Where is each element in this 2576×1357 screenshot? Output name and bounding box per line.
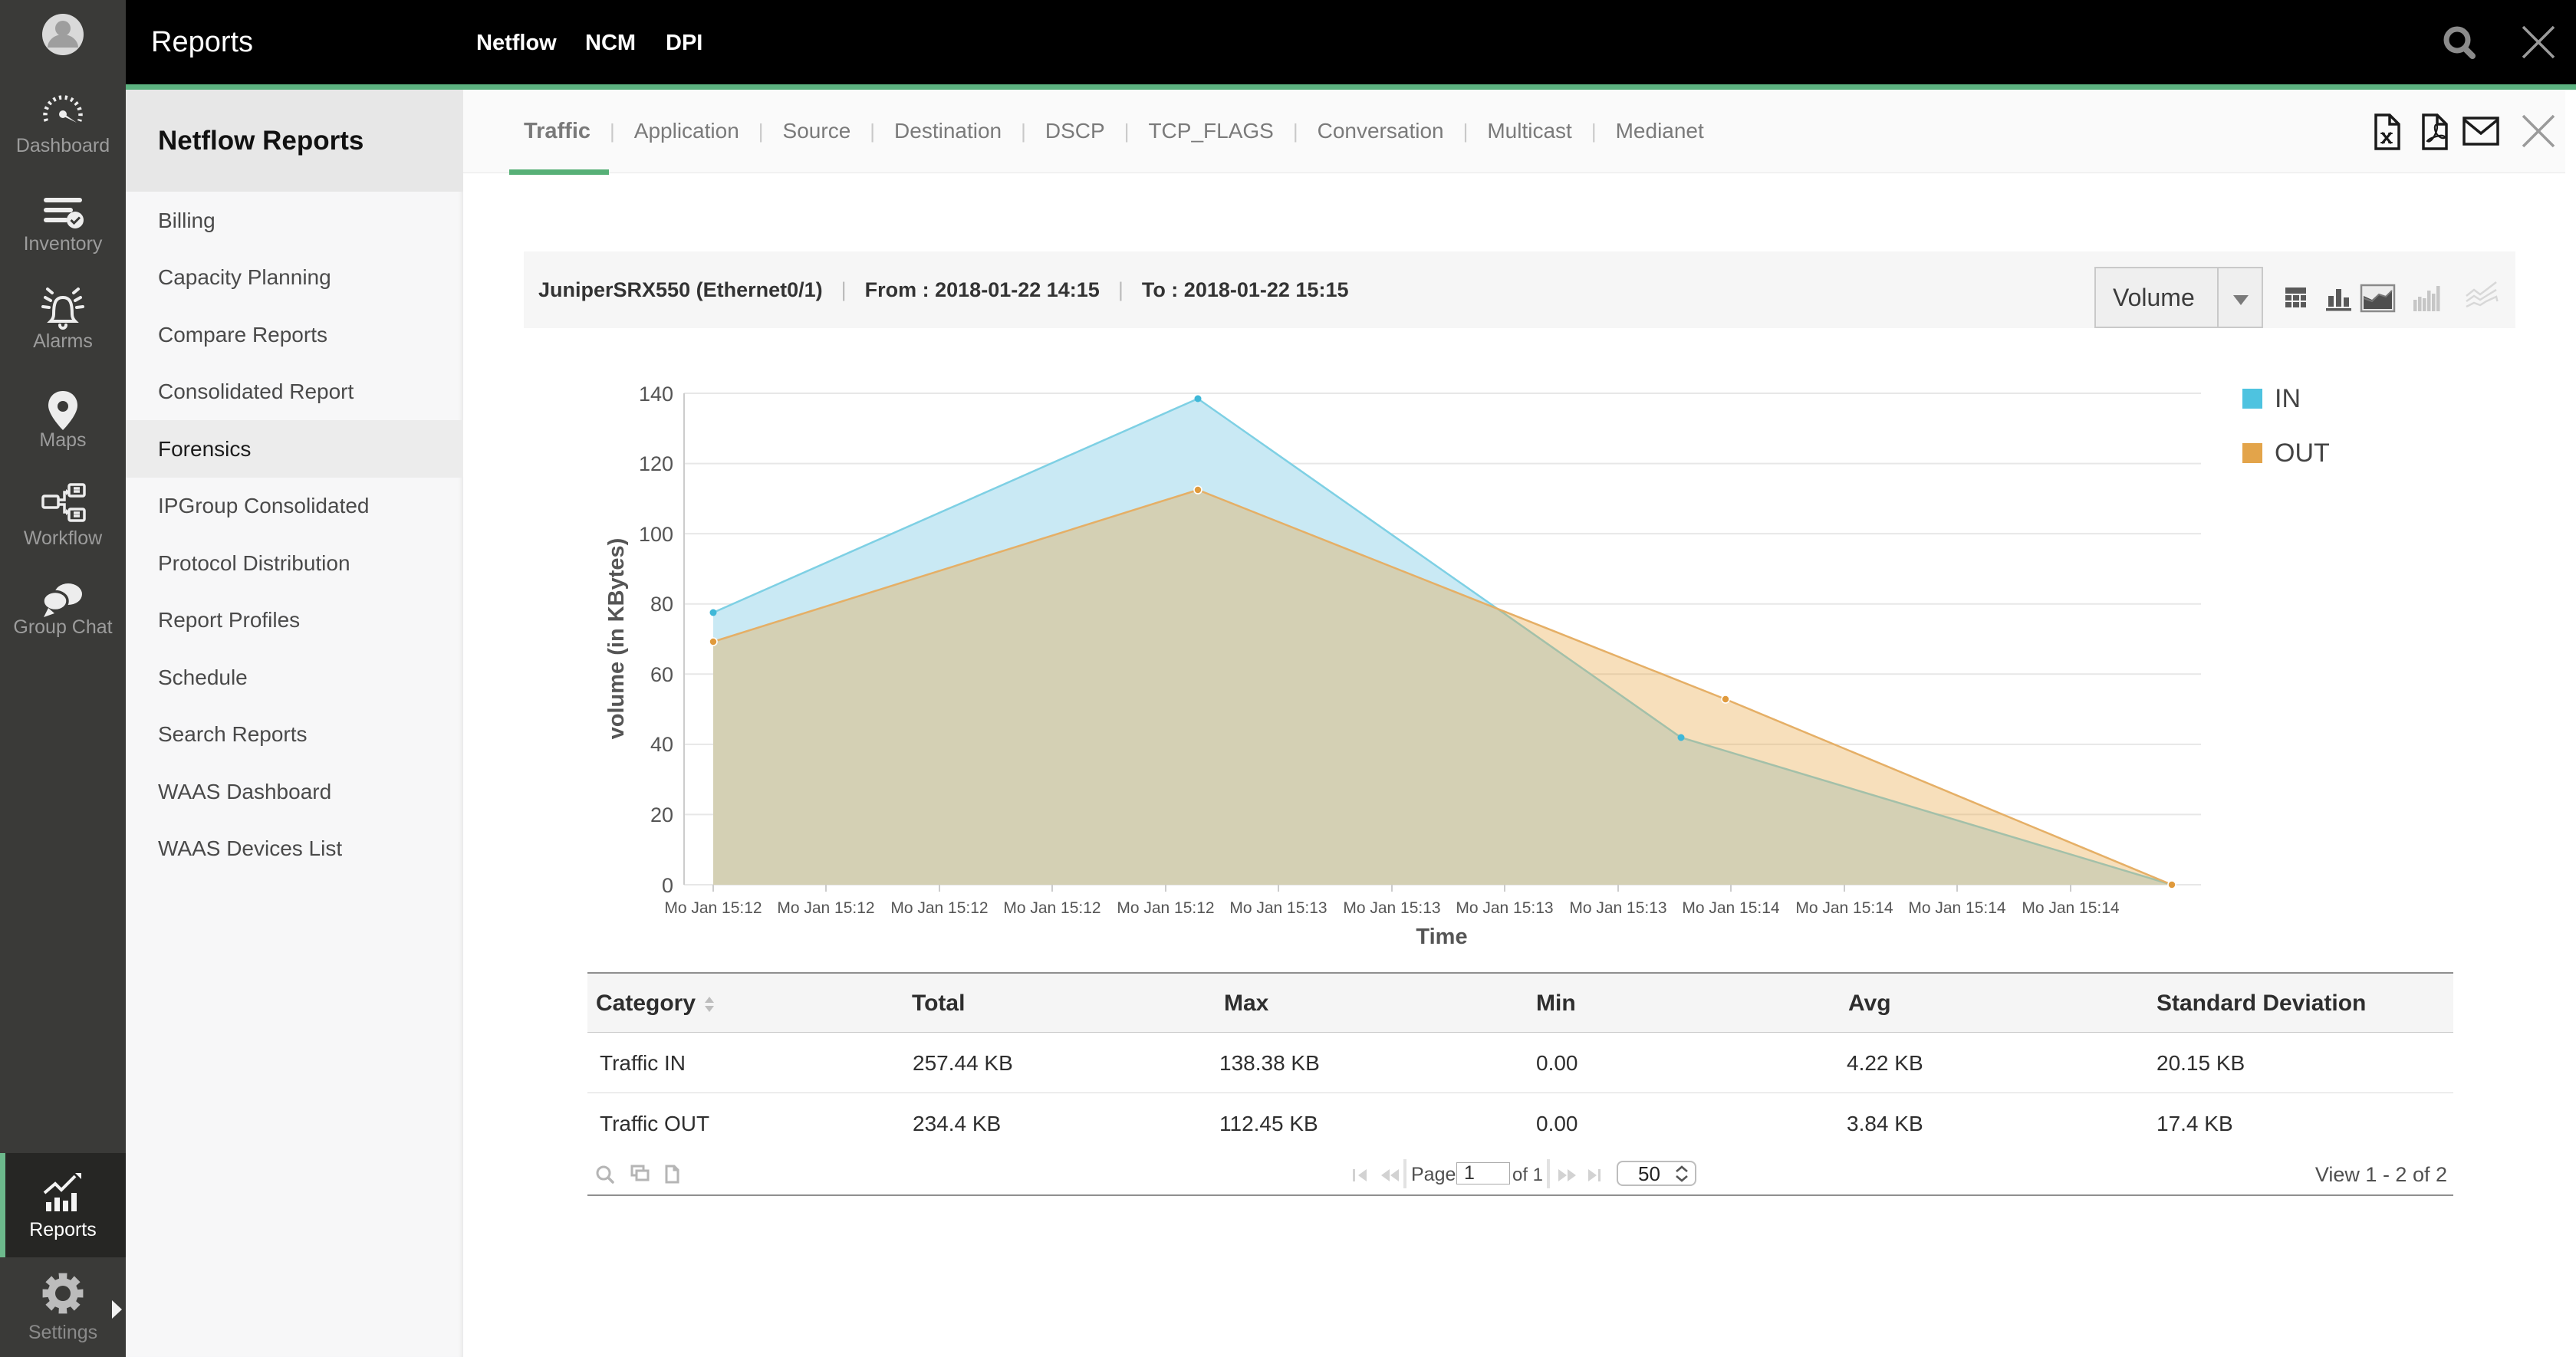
svg-text:0: 0 xyxy=(662,874,673,897)
svg-text:Mo Jan 15:14: Mo Jan 15:14 xyxy=(1682,899,1780,917)
svg-text:Mo Jan 15:14: Mo Jan 15:14 xyxy=(2022,899,2120,917)
svg-text:20: 20 xyxy=(650,803,673,826)
svg-text:Time: Time xyxy=(1416,925,1467,949)
svg-text:100: 100 xyxy=(639,523,673,546)
svg-text:60: 60 xyxy=(650,663,673,686)
svg-text:120: 120 xyxy=(639,452,673,475)
svg-text:40: 40 xyxy=(650,733,673,756)
svg-text:IN: IN xyxy=(2275,384,2301,413)
svg-text:Mo Jan 15:12: Mo Jan 15:12 xyxy=(777,899,874,917)
svg-text:80: 80 xyxy=(650,593,673,616)
svg-text:OUT: OUT xyxy=(2275,439,2330,468)
svg-text:Mo Jan 15:14: Mo Jan 15:14 xyxy=(1908,899,2006,917)
svg-text:Mo Jan 15:12: Mo Jan 15:12 xyxy=(890,899,988,917)
svg-text:Mo Jan 15:12: Mo Jan 15:12 xyxy=(664,899,762,917)
svg-text:Mo Jan 15:13: Mo Jan 15:13 xyxy=(1343,899,1440,917)
svg-text:volume (in KBytes): volume (in KBytes) xyxy=(604,538,629,740)
svg-text:Mo Jan 15:14: Mo Jan 15:14 xyxy=(1795,899,1893,917)
svg-text:Mo Jan 15:13: Mo Jan 15:13 xyxy=(1569,899,1666,917)
svg-text:Mo Jan 15:13: Mo Jan 15:13 xyxy=(1456,899,1553,917)
svg-text:140: 140 xyxy=(639,383,673,406)
svg-text:Mo Jan 15:12: Mo Jan 15:12 xyxy=(1117,899,1214,917)
svg-text:Mo Jan 15:13: Mo Jan 15:13 xyxy=(1229,899,1327,917)
svg-text:Mo Jan 15:12: Mo Jan 15:12 xyxy=(1003,899,1100,917)
